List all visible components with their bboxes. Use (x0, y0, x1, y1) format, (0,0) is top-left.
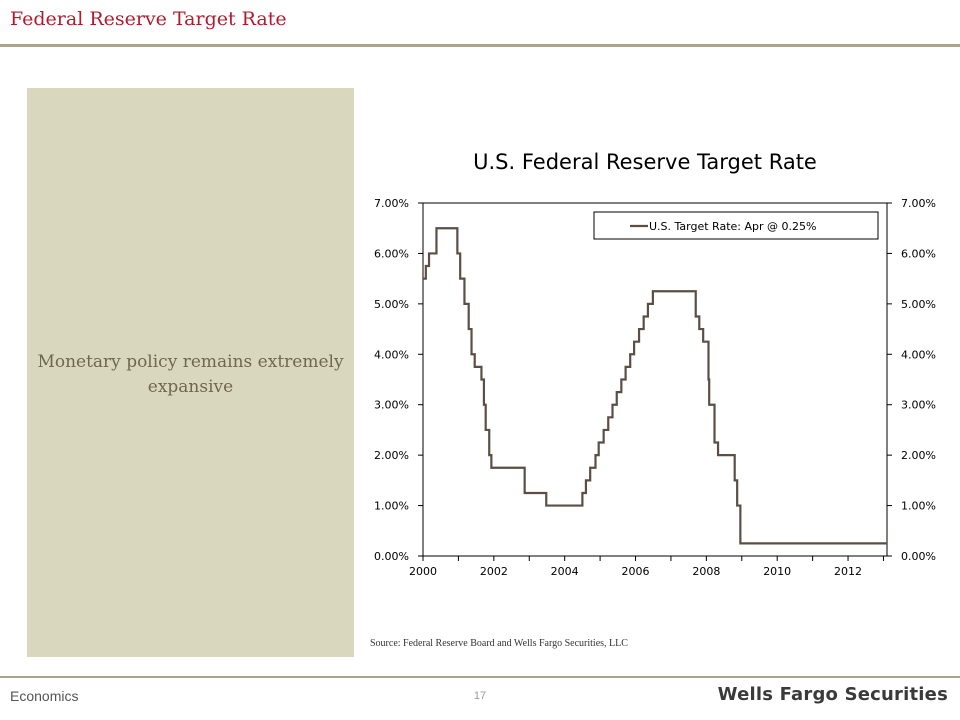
y-tick-label-right: 1.00% (901, 500, 936, 513)
y-tick-label-left: 4.00% (374, 348, 409, 361)
x-tick-label: 2000 (409, 565, 437, 578)
y-tick-label-right: 6.00% (901, 247, 936, 260)
x-tick-label: 2012 (834, 565, 862, 578)
y-tick-label-left: 2.00% (374, 449, 409, 462)
page-number: 17 (473, 690, 487, 702)
x-tick-label: 2010 (763, 565, 791, 578)
y-tick-label-left: 0.00% (374, 550, 409, 563)
y-tick-label-left: 3.00% (374, 399, 409, 412)
brand-logo: Wells Fargo Securities (717, 684, 948, 705)
panel-text: Monetary policy remains extremely expans… (37, 352, 344, 397)
x-tick-label: 2004 (551, 565, 579, 578)
x-tick-label: 2006 (622, 565, 650, 578)
y-tick-label-right: 0.00% (901, 550, 936, 563)
y-tick-label-right: 2.00% (901, 449, 936, 462)
y-tick-label-right: 4.00% (901, 348, 936, 361)
footer-divider (0, 676, 960, 678)
source-note: Source: Federal Reserve Board and Wells … (370, 638, 628, 649)
title-divider (0, 44, 960, 47)
footer-section-label: Economics (10, 688, 79, 704)
y-tick-label-left: 6.00% (374, 247, 409, 260)
chart: 0.00% 0.00% 1.00% 1.00% 2.00% 2.00% 3.00% 3.00%… (374, 197, 936, 578)
chart-title: U.S. Federal Reserve Target Rate (473, 150, 817, 174)
x-tick-label: 2008 (692, 565, 720, 578)
y-tick-label-left: 7.00% (374, 197, 409, 210)
x-tick-label: 2002 (480, 565, 508, 578)
y-tick-label-right: 5.00% (901, 298, 936, 311)
series-line (423, 227, 887, 545)
slide-title: Federal Reserve Target Rate (10, 8, 287, 30)
y-tick-label-right: 3.00% (901, 399, 936, 412)
y-tick-label-left: 5.00% (374, 298, 409, 311)
side-panel: Monetary policy remains extremely expans… (27, 88, 354, 657)
legend-label: U.S. Target Rate: Apr @ 0.25% (649, 220, 816, 233)
plot-frame (422, 202, 888, 557)
y-tick-label-right: 7.00% (901, 197, 936, 210)
y-tick-label-left: 1.00% (374, 500, 409, 513)
